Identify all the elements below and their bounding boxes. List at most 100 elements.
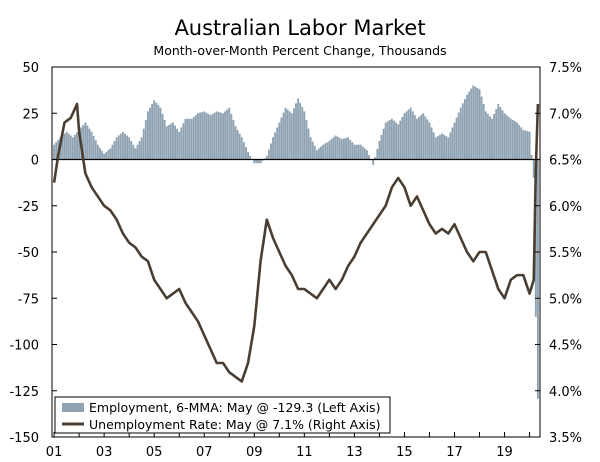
employment-bar xyxy=(482,104,485,160)
employment-bar xyxy=(315,150,318,160)
employment-bar xyxy=(303,111,306,160)
legend-unemployment-label: Unemployment Rate: May @ 7.1% (Right Axi… xyxy=(89,417,381,432)
employment-bar xyxy=(84,122,87,160)
employment-bar xyxy=(90,131,93,160)
employment-bar xyxy=(324,143,327,160)
employment-bar xyxy=(518,124,521,160)
right-tick-label: 4.5% xyxy=(549,339,582,354)
employment-bar xyxy=(232,120,235,160)
employment-bar xyxy=(157,105,160,160)
x-tick-label: 07 xyxy=(196,445,213,460)
employment-bar xyxy=(134,148,137,160)
employment-bar xyxy=(128,137,131,160)
employment-bar xyxy=(94,140,97,160)
employment-bar xyxy=(265,155,268,160)
employment-bar xyxy=(140,137,143,160)
employment-bar xyxy=(386,121,389,160)
chart-title: Australian Labor Market xyxy=(174,16,425,40)
legend-bar-swatch xyxy=(62,403,84,412)
employment-bar xyxy=(224,111,227,160)
employment-bar xyxy=(503,113,506,160)
x-tick-label: 15 xyxy=(396,445,413,460)
employment-bar xyxy=(238,133,241,160)
employment-bar xyxy=(441,133,443,160)
employment-bar xyxy=(528,131,531,160)
employment-bar xyxy=(207,113,210,160)
left-tick-label: -25 xyxy=(18,200,39,215)
employment-bar xyxy=(301,107,304,160)
employment-bar xyxy=(447,137,450,160)
unemployment-line-layer xyxy=(52,102,540,383)
employment-bar xyxy=(361,146,364,160)
employment-bar xyxy=(428,122,431,160)
employment-bar xyxy=(149,107,151,160)
employment-bar xyxy=(511,120,514,160)
employment-bar xyxy=(472,85,475,160)
employment-bar xyxy=(209,115,212,160)
employment-bar xyxy=(180,127,183,160)
employment-bar xyxy=(176,128,179,160)
employment-bar xyxy=(530,154,533,160)
employment-bar xyxy=(445,136,448,160)
right-tick-label: 5.5% xyxy=(549,246,582,261)
employment-bar xyxy=(297,98,300,160)
employment-bar xyxy=(451,127,454,160)
employment-bar xyxy=(192,116,195,160)
employment-bar xyxy=(424,116,427,160)
employment-bar xyxy=(522,129,525,160)
employment-bar xyxy=(270,143,272,160)
employment-bar xyxy=(449,132,452,160)
employment-bar xyxy=(334,135,337,160)
employment-bar xyxy=(142,128,145,160)
employment-bar xyxy=(395,122,398,160)
employment-bar xyxy=(534,159,537,317)
employment-bar xyxy=(365,150,368,160)
employment-bar xyxy=(167,124,170,160)
employment-bar xyxy=(307,128,310,160)
employment-bar xyxy=(340,139,343,160)
employment-bar xyxy=(117,135,120,160)
employment-bar xyxy=(74,134,76,160)
employment-bar xyxy=(255,159,258,164)
employment-bar xyxy=(124,133,126,160)
employment-bar xyxy=(393,120,395,160)
employment-bar xyxy=(119,133,122,160)
x-tick-label: 03 xyxy=(96,445,113,460)
employment-bar xyxy=(336,136,339,160)
employment-bar xyxy=(305,120,308,160)
left-tick-label: -125 xyxy=(9,385,39,400)
right-tick-label: 5.0% xyxy=(549,292,582,307)
employment-bar xyxy=(163,120,166,160)
employment-bar xyxy=(401,116,404,160)
employment-bar xyxy=(520,127,523,160)
employment-bar xyxy=(349,139,352,160)
employment-bar xyxy=(459,107,462,160)
employment-bar xyxy=(501,110,504,160)
employment-bar xyxy=(299,102,302,160)
left-tick-label: -75 xyxy=(18,292,39,307)
employment-bar xyxy=(217,112,220,160)
employment-bar xyxy=(355,144,358,160)
employment-bar xyxy=(240,137,243,160)
employment-bar xyxy=(426,119,429,160)
employment-bar xyxy=(397,124,400,160)
legend: Employment, 6-MMA: May @ -129.3 (Left Ax… xyxy=(54,396,391,434)
employment-bar xyxy=(499,107,502,160)
employment-bar xyxy=(457,112,460,160)
employment-bar xyxy=(357,144,360,160)
employment-bar xyxy=(174,125,176,160)
employment-bar xyxy=(205,112,208,160)
employment-bar xyxy=(55,142,58,160)
employment-bar xyxy=(318,148,320,160)
employment-bar xyxy=(455,117,458,160)
employment-bar xyxy=(470,88,473,160)
employment-bar xyxy=(413,115,416,160)
employment-bar xyxy=(309,137,312,160)
employment-bar xyxy=(434,137,437,160)
employment-bar xyxy=(96,144,99,160)
employment-bar xyxy=(111,144,114,160)
employment-bar xyxy=(343,138,345,160)
left-tick-label: -150 xyxy=(9,431,39,446)
employment-bar xyxy=(388,120,391,160)
employment-bar xyxy=(430,127,433,160)
